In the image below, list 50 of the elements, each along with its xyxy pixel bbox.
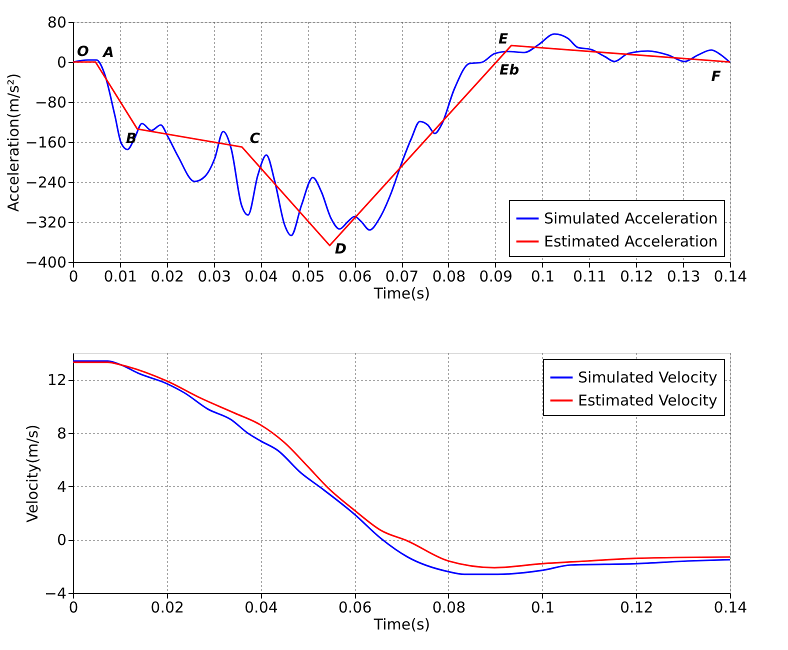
x-tick-label: 0.12 <box>620 598 654 616</box>
y-tick-label: 0 <box>56 54 66 72</box>
y-tick-label: −240 <box>25 174 66 192</box>
annotation: O <box>77 44 90 60</box>
annotation: A <box>102 45 114 61</box>
annotation: E <box>498 32 509 48</box>
legend-label: Estimated Velocity <box>578 392 718 410</box>
x-tick-label: 0.14 <box>714 268 748 286</box>
y-tick-label: 80 <box>47 14 66 32</box>
x-tick-label: 0.04 <box>244 598 278 616</box>
annotation: F <box>711 69 722 85</box>
x-tick-label: 0.01 <box>104 268 138 286</box>
x-tick-label: 0.04 <box>244 268 278 286</box>
x-tick-label: 0.06 <box>338 598 372 616</box>
x-tick-label: 0.08 <box>432 598 466 616</box>
x-tick-label: 0.02 <box>150 598 184 616</box>
x-tick-label: 0.07 <box>385 268 419 286</box>
x-tick-label: 0.11 <box>573 268 606 286</box>
y-tick-label: 4 <box>56 478 66 496</box>
annotation: Eb <box>500 62 520 78</box>
x-tick-label: 0.13 <box>666 268 700 286</box>
y-tick-label: 8 <box>56 424 66 442</box>
y-tick-label: −400 <box>25 254 66 272</box>
x-tick-label: 0.09 <box>479 268 513 286</box>
y-axis-title: Acceleration(m/s²) <box>4 73 22 212</box>
x-tick-label: 0.12 <box>620 268 654 286</box>
x-tick-label: 0.06 <box>338 268 372 286</box>
x-tick-label: 0.1 <box>530 268 555 286</box>
legend-label: Simulated Velocity <box>578 368 718 386</box>
x-axis-title: Time(s) <box>372 616 430 634</box>
x-tick-label: 0.03 <box>198 268 231 286</box>
legend-label: Estimated Acceleration <box>544 232 718 250</box>
x-tick-label: 0 <box>68 268 78 286</box>
y-tick-label: −160 <box>25 134 66 152</box>
x-axis-title: Time(s) <box>372 284 430 302</box>
x-tick-label: 0.14 <box>714 598 748 616</box>
y-tick-label: 0 <box>56 531 66 550</box>
x-tick-label: 0.02 <box>150 268 184 286</box>
y-tick-label: −320 <box>25 214 66 232</box>
y-tick-label: −80 <box>34 94 66 112</box>
x-tick-label: 0 <box>68 598 78 616</box>
legend-label: Simulated Acceleration <box>544 210 718 228</box>
x-tick-label: 0.08 <box>432 268 466 286</box>
y-tick-label: 12 <box>47 371 66 390</box>
x-tick-label: 0.1 <box>530 598 555 616</box>
y-axis-title: Velocity(m/s) <box>23 424 42 523</box>
x-tick-label: 0.05 <box>291 268 325 286</box>
y-tick-label: −4 <box>44 584 66 602</box>
annotation: D <box>334 242 347 258</box>
annotation: C <box>250 131 261 147</box>
